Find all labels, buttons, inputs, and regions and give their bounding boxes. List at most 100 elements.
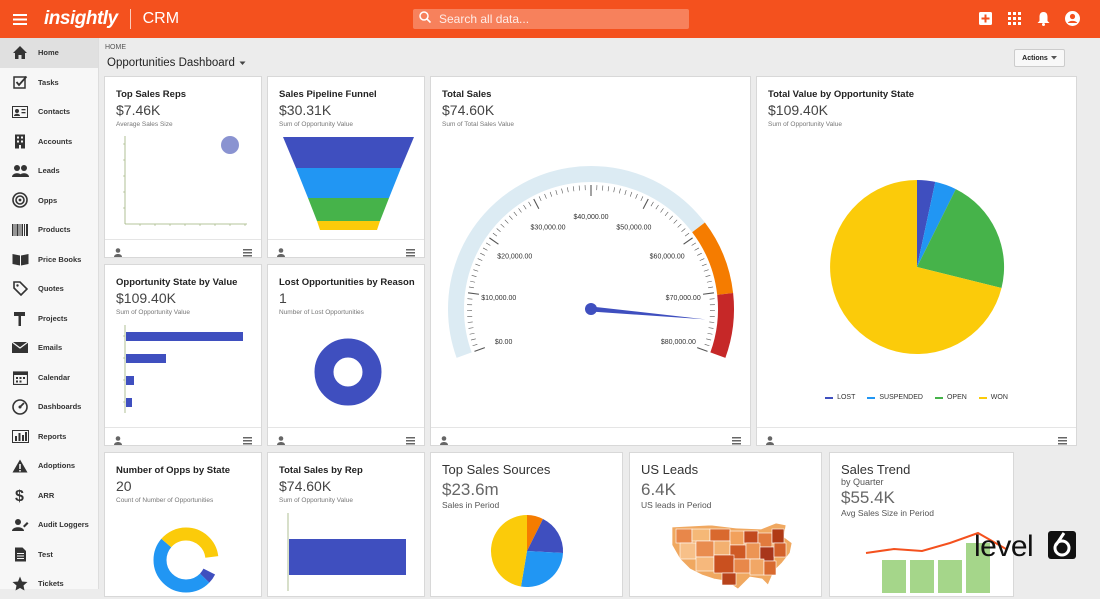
card-total-sales-rep[interactable]: Total Sales by Rep $74.60K Sum of Opport…: [267, 452, 425, 597]
app-name: CRM: [143, 10, 179, 28]
gauge-tick: [651, 202, 654, 206]
gauge-tick: [473, 270, 478, 272]
sidebar-item-opps[interactable]: Opps: [0, 186, 98, 216]
sidebar-item-accounts[interactable]: Accounts: [0, 127, 98, 157]
add-icon[interactable]: [977, 9, 993, 27]
gauge-tick: [707, 281, 712, 282]
sidebar-item-calendar[interactable]: Calendar: [0, 363, 98, 393]
card-value: $74.60K: [442, 102, 494, 118]
sidebar-item-emails[interactable]: Emails: [0, 333, 98, 363]
sidebar-item-tasks[interactable]: Tasks: [0, 68, 98, 98]
card-num-opps-state[interactable]: Number of Opps by State 20 Count of Numb…: [104, 452, 262, 597]
sidebar-item-leads[interactable]: Leads: [0, 156, 98, 186]
brand-logo[interactable]: insightly: [44, 8, 118, 30]
card-subtitle: Number of Lost Opportunities: [279, 309, 364, 316]
bar: [126, 332, 243, 341]
gauge-tick: [703, 293, 714, 294]
card-value: $55.4K: [841, 488, 895, 508]
card-top-sales-sources[interactable]: Top Sales Sources $23.6m Sales in Period: [430, 452, 623, 597]
user-icon[interactable]: [114, 244, 122, 262]
legend-item[interactable]: SUSPENDED: [867, 394, 923, 401]
sidebar-item-reports[interactable]: Reports: [0, 422, 98, 452]
card-title: Total Sales: [442, 89, 491, 100]
search-input[interactable]: [439, 12, 669, 26]
breadcrumb[interactable]: HOME: [105, 44, 126, 51]
card-lost-opps[interactable]: Lost Opportunities by Reason 1 Number of…: [267, 264, 425, 446]
gauge-tick-label: $50,000.00: [616, 225, 651, 232]
card-footer: [105, 427, 261, 445]
card-us-leads[interactable]: US Leads 6.4K US leads in Period: [629, 452, 822, 597]
user-icon[interactable]: [114, 432, 122, 450]
gauge-tick: [678, 224, 682, 227]
horizontal-bar-chart: [268, 511, 426, 591]
sidebar-item-dashboards[interactable]: Dashboards: [0, 392, 98, 422]
gauge-tick-label: $30,000.00: [531, 225, 566, 232]
card-opp-state-value[interactable]: Opportunity State by Value $109.40K Sum …: [104, 264, 262, 446]
legend-label: WON: [991, 394, 1008, 401]
pie-slice: [521, 551, 563, 587]
sidebar-item-tickets[interactable]: Tickets: [0, 569, 98, 599]
legend-item[interactable]: WON: [979, 394, 1008, 401]
gauge-tick: [483, 248, 487, 250]
gauge-tick: [472, 275, 477, 276]
sidebar-item-products[interactable]: Products: [0, 215, 98, 245]
legend-item[interactable]: LOST: [825, 394, 855, 401]
sidebar-item-label: Tickets: [38, 579, 64, 588]
sidebar-item-label: Projects: [38, 314, 68, 323]
card-sales-pipeline[interactable]: Sales Pipeline Funnel $30.31K Sum of Opp…: [267, 76, 425, 258]
list-icon[interactable]: [243, 244, 252, 262]
gauge-tick: [608, 186, 609, 191]
gauge-tick: [636, 194, 638, 199]
list-icon[interactable]: [406, 244, 415, 262]
sidebar-item-label: Emails: [38, 343, 62, 352]
gauge-tick: [529, 202, 532, 206]
gauge-tick: [468, 293, 479, 294]
card-title: Total Value by Opportunity State: [768, 89, 914, 100]
gauge-tick: [470, 333, 475, 334]
bell-icon[interactable]: [1035, 9, 1051, 27]
actions-button[interactable]: Actions: [1014, 49, 1065, 67]
legend-item[interactable]: OPEN: [935, 394, 967, 401]
card-top-sales-reps[interactable]: Top Sales Reps $7.46K Average Sales Size: [104, 76, 262, 258]
sidebar-item-adoptions[interactable]: Adoptions: [0, 451, 98, 481]
pie-slice: [491, 515, 527, 587]
bar: [126, 398, 132, 407]
list-icon[interactable]: [243, 432, 252, 450]
contacts-icon: [11, 103, 29, 121]
sidebar-item-price-books[interactable]: Price Books: [0, 245, 98, 275]
sidebar-item-arr[interactable]: $ARR: [0, 481, 98, 511]
sidebar-item-test[interactable]: Test: [0, 540, 98, 570]
sidebar-item-audit-loggers[interactable]: Audit Loggers: [0, 510, 98, 540]
gauge-needle: [591, 307, 706, 320]
gauge-tick: [706, 339, 711, 340]
card-value: $30.31K: [279, 102, 331, 118]
gauge-tick: [469, 287, 474, 288]
sidebar-item-label: Adoptions: [38, 461, 75, 470]
gauge-tick: [468, 322, 473, 323]
bar-chart-icon: [11, 427, 29, 445]
card-value: 1: [279, 290, 287, 306]
search-bar[interactable]: [413, 9, 689, 29]
list-icon[interactable]: [732, 432, 741, 450]
user-icon[interactable]: [277, 244, 285, 262]
pie-chart: [489, 513, 565, 589]
apps-grid-icon[interactable]: [1006, 9, 1022, 27]
card-sales-trend[interactable]: Sales Trend by Quarter $55.4K Avg Sales …: [829, 452, 1014, 597]
sidebar-item-quotes[interactable]: Quotes: [0, 274, 98, 304]
card-subtitle: Average Sales Size: [116, 121, 173, 128]
sidebar-item-home[interactable]: Home: [0, 38, 98, 68]
user-icon[interactable]: [277, 432, 285, 450]
list-icon[interactable]: [1058, 432, 1067, 450]
sidebar-item-projects[interactable]: Projects: [0, 304, 98, 334]
user-account-icon[interactable]: [1064, 9, 1080, 27]
card-total-value-state[interactable]: Total Value by Opportunity State $109.40…: [756, 76, 1077, 446]
dashboard-selector[interactable]: Opportunities Dashboard: [107, 57, 246, 69]
menu-icon[interactable]: [0, 0, 40, 38]
list-icon[interactable]: [406, 432, 415, 450]
card-total-sales[interactable]: Total Sales $74.60K Sum of Total Sales V…: [430, 76, 751, 446]
user-icon[interactable]: [440, 432, 448, 450]
card-subtitle: US leads in Period: [641, 500, 711, 510]
sidebar-item-contacts[interactable]: Contacts: [0, 97, 98, 127]
user-icon[interactable]: [766, 432, 774, 450]
